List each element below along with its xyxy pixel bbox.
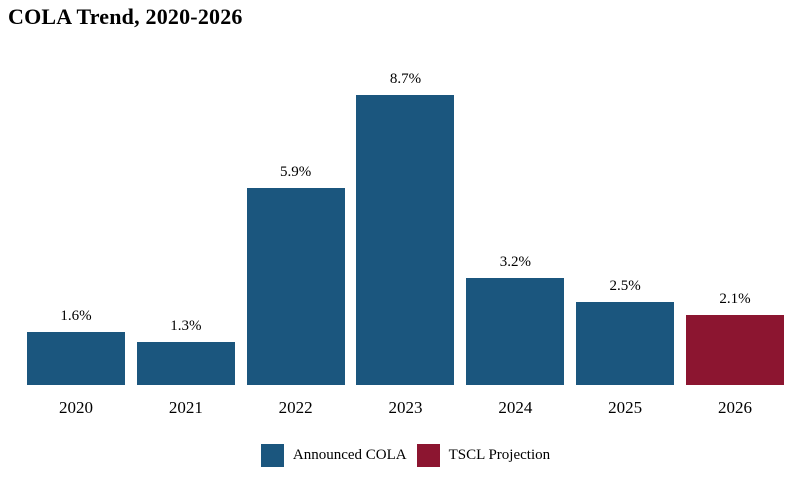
- bar-value-label-2024: 3.2%: [499, 254, 531, 270]
- bar-2024: 3.2%: [466, 254, 565, 385]
- bar-value-label-2026: 2.1%: [719, 291, 751, 307]
- legend-item-announced: Announced COLA: [260, 444, 407, 467]
- bar-2023: 8.7%: [356, 71, 455, 385]
- legend-label-announced: Announced COLA: [292, 447, 407, 463]
- legend-label-projection: TSCL Projection: [448, 447, 551, 463]
- bar-value-label-2025: 2.5%: [609, 278, 641, 294]
- x-tick-2026: 2026: [717, 398, 752, 417]
- bar-2022: 5.9%: [246, 164, 345, 385]
- chart-title: COLA Trend, 2020-2026: [8, 4, 243, 29]
- x-tick-2024: 2024: [498, 398, 533, 417]
- bar-2021: 1.3%: [136, 318, 235, 385]
- x-tick-2022: 2022: [278, 398, 313, 417]
- bar-value-label-2023: 8.7%: [389, 71, 422, 87]
- x-tick-2020: 2020: [59, 398, 93, 417]
- bar-value-label-2021: 1.3%: [170, 318, 202, 334]
- x-axis-labels: 2020 2021 2022 2023 2024 2025 2026: [27, 398, 784, 418]
- x-tick-2025: 2025: [608, 398, 643, 417]
- legend-item-projection: TSCL Projection: [416, 444, 551, 467]
- legend-swatch-projection: [416, 444, 440, 467]
- plot-area: 1.6% 1.3% 5.9% 8.7% 3.2% 2.5% 2.1%: [27, 0, 784, 385]
- bar-value-label-2022: 5.9%: [280, 164, 312, 180]
- bar-2026: 2.1%: [685, 291, 784, 385]
- legend-swatch-announced: [260, 444, 284, 467]
- bar-2025: 2.5%: [576, 278, 675, 385]
- x-tick-2021: 2021: [168, 398, 203, 417]
- x-tick-2023: 2023: [388, 398, 423, 417]
- bar-2020: 1.6%: [27, 308, 125, 385]
- legend: Announced COLA TSCL Projection: [0, 444, 811, 467]
- bar-value-label-2020: 1.6%: [60, 308, 92, 324]
